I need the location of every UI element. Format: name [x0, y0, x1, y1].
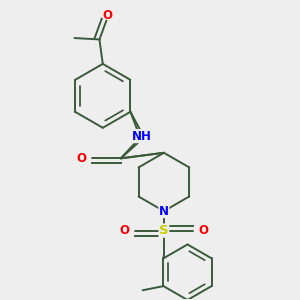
Text: O: O	[119, 224, 129, 237]
Text: NH: NH	[132, 130, 152, 142]
Text: O: O	[103, 9, 113, 22]
Text: O: O	[199, 224, 208, 237]
Text: S: S	[159, 224, 169, 237]
Text: O: O	[76, 152, 86, 165]
Text: N: N	[159, 205, 169, 218]
